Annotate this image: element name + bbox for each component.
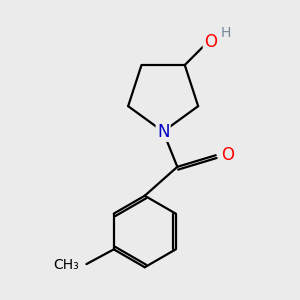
Text: H: H xyxy=(221,26,231,40)
Text: O: O xyxy=(204,34,217,52)
Text: CH₃: CH₃ xyxy=(53,258,79,272)
Text: O: O xyxy=(221,146,234,164)
Text: N: N xyxy=(157,123,169,141)
